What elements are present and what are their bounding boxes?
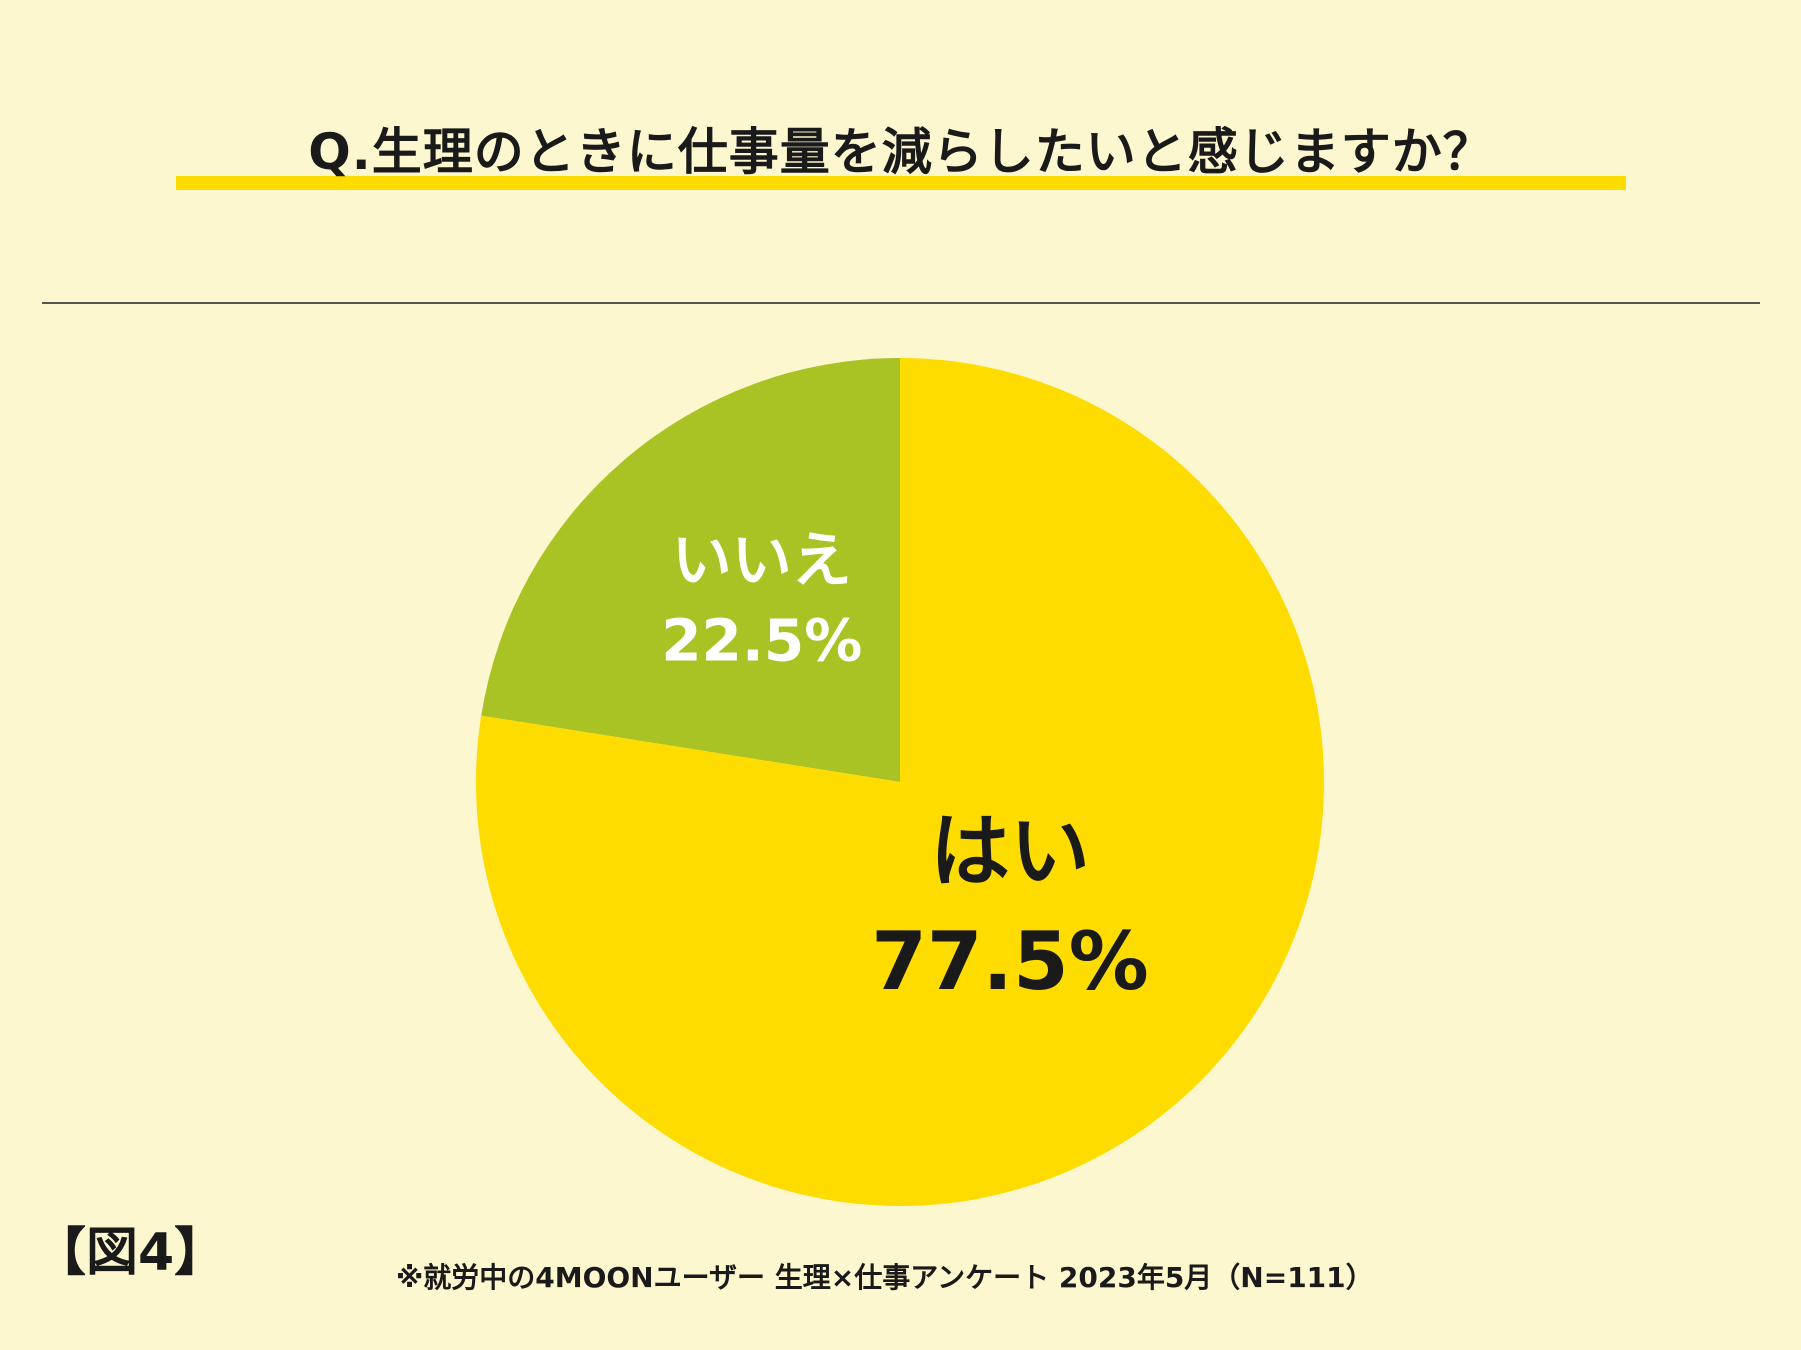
survey-note: ※就労中の4MOONユーザー 生理×仕事アンケート 2023年5月（N=111） bbox=[396, 1261, 1374, 1294]
slice-label-no: いいえ bbox=[672, 526, 852, 596]
title-underline bbox=[176, 176, 1626, 190]
slice-label-yes: はい bbox=[930, 805, 1090, 898]
pie-slice-no bbox=[481, 358, 900, 782]
divider-line bbox=[42, 302, 1760, 304]
figure-label: 【図4】 bbox=[34, 1223, 227, 1283]
title-block: Q.生理のときに仕事量を減らしたいと感じますか？ bbox=[176, 112, 1626, 192]
slice-value-yes: 77.5% bbox=[871, 915, 1149, 1008]
page-title: Q.生理のときに仕事量を減らしたいと感じますか？ bbox=[308, 123, 1494, 181]
slice-value-no: 22.5% bbox=[661, 606, 862, 674]
pie-slice-yes bbox=[476, 358, 1325, 1206]
